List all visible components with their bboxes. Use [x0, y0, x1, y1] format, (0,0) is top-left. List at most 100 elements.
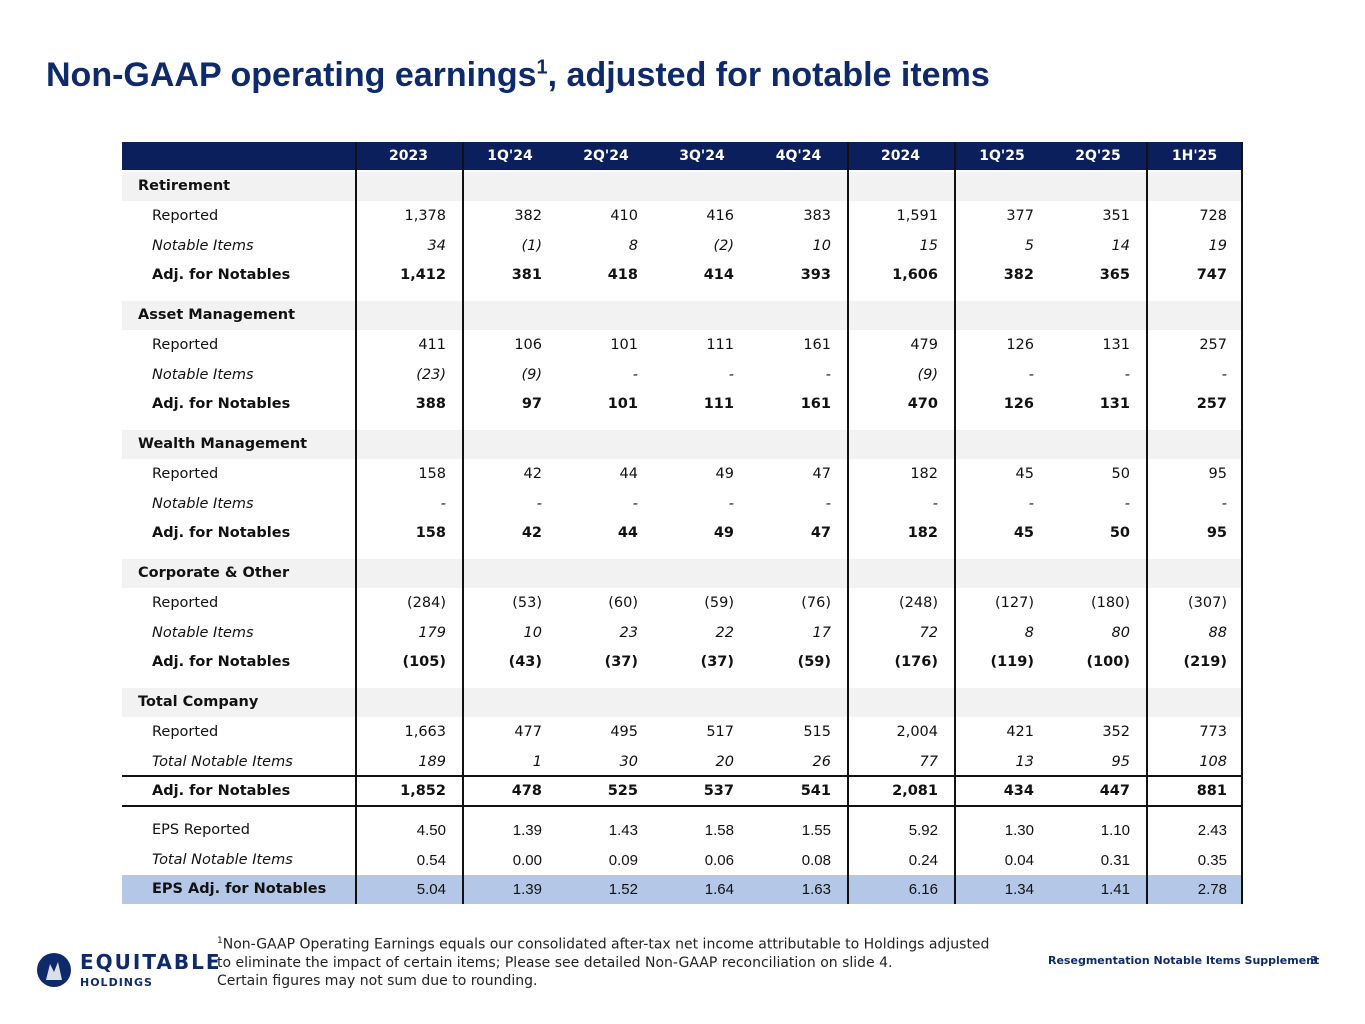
row-label: Reported [152, 595, 219, 611]
cell-value: 1,591 [896, 208, 938, 224]
column-rule [1146, 142, 1148, 904]
section-band [122, 301, 1243, 330]
title-text: , adjusted for notable items [547, 56, 990, 94]
cell-value: 8 [628, 237, 638, 254]
cell-value: 179 [418, 624, 446, 641]
cell-value: 352 [1102, 724, 1130, 740]
cell-value: 47 [812, 466, 831, 482]
cell-value: 2,081 [892, 783, 938, 799]
cell-value: 45 [1013, 525, 1034, 541]
row-label: Total Notable Items [152, 851, 293, 868]
cell-value: (53) [512, 595, 542, 611]
row-label: Reported [152, 466, 219, 482]
cell-value: 0.54 [416, 851, 446, 869]
cell-value: 747 [1196, 267, 1227, 283]
footnote: 1Non-GAAP Operating Earnings equals our … [217, 932, 997, 990]
cell-value: 0.31 [1100, 851, 1130, 869]
cell-value: 381 [511, 267, 542, 283]
cell-value: 158 [418, 466, 446, 482]
cell-value: 1.63 [801, 881, 831, 898]
column-header: 2Q'24 [583, 148, 629, 164]
cell-value: 1.55 [801, 822, 831, 839]
cell-value: 101 [610, 337, 638, 353]
rule [122, 775, 1243, 777]
cell-value: - [1124, 495, 1130, 512]
cell-value: 17 [812, 624, 831, 641]
cell-value: 773 [1199, 724, 1227, 740]
row-label: Adj. for Notables [152, 654, 291, 670]
cell-value: 1.41 [1100, 881, 1130, 898]
section-band [122, 688, 1243, 717]
cell-value: 189 [418, 753, 446, 770]
cell-value: (37) [700, 654, 734, 670]
section-name: Retirement [138, 178, 231, 194]
cell-value: 1.52 [608, 881, 638, 898]
cell-value: 42 [523, 466, 542, 482]
cell-value: 1.10 [1100, 822, 1130, 839]
section-name: Asset Management [138, 307, 296, 323]
cell-value: 537 [703, 783, 734, 799]
cell-value: 1,378 [404, 208, 446, 224]
cell-value: - [728, 366, 734, 383]
cell-value: 108 [1199, 753, 1227, 770]
section-band [122, 172, 1243, 201]
cell-value: 20 [715, 753, 734, 770]
cell-value: 1.39 [512, 881, 542, 898]
cell-value: 0.24 [908, 851, 938, 869]
cell-value: 30 [619, 753, 638, 770]
cell-value: 72 [919, 624, 938, 641]
cell-value: - [932, 495, 938, 512]
cell-value: 881 [1196, 783, 1227, 799]
cell-value: (219) [1183, 654, 1227, 670]
cell-value: 479 [910, 337, 938, 353]
cell-value: (307) [1188, 595, 1227, 611]
cell-value: 50 [1109, 525, 1130, 541]
cell-value: 1.64 [704, 881, 734, 898]
section-name: Corporate & Other [138, 565, 290, 581]
cell-value: 131 [1102, 337, 1130, 353]
row-label: EPS Reported [152, 822, 250, 838]
cell-value: 1.58 [704, 822, 734, 839]
cell-value: 34 [427, 237, 446, 254]
cell-value: - [1028, 495, 1034, 512]
cell-value: 10 [523, 624, 542, 641]
row-label: Adj. for Notables [152, 525, 291, 541]
cell-value: (59) [797, 654, 831, 670]
cell-value: (43) [508, 654, 542, 670]
footnote-note: Certain figures may not sum due to round… [217, 972, 538, 989]
cell-value: (127) [995, 595, 1034, 611]
cell-value: 126 [1003, 396, 1034, 412]
cell-value: (248) [899, 595, 938, 611]
cell-value: 4.50 [416, 822, 446, 839]
cell-value: 365 [1099, 267, 1130, 283]
cell-value: 0.00 [512, 851, 542, 869]
row-label: Notable Items [152, 366, 254, 383]
cell-value: 1,412 [400, 267, 446, 283]
cell-value: 1.30 [1004, 822, 1034, 839]
cell-value: 50 [1111, 466, 1130, 482]
column-rule [847, 142, 849, 904]
column-rule [462, 142, 464, 904]
cell-value: 1,663 [404, 724, 446, 740]
cell-value: 14 [1111, 237, 1130, 254]
eps-band [122, 875, 1243, 904]
cell-value: 416 [706, 208, 734, 224]
cell-value: 1,852 [400, 783, 446, 799]
cell-value: 161 [803, 337, 831, 353]
cell-value: 182 [907, 525, 938, 541]
cell-value: 393 [800, 267, 831, 283]
cell-value: 47 [810, 525, 831, 541]
cell-value: 434 [1003, 783, 1034, 799]
cell-value: (23) [416, 366, 446, 383]
cell-value: - [1124, 366, 1130, 383]
cell-value: - [1221, 495, 1227, 512]
cell-value: (2) [713, 237, 734, 254]
section-name: Wealth Management [138, 436, 308, 452]
cell-value: (119) [990, 654, 1034, 670]
cell-value: 77 [919, 753, 938, 770]
row-label: Adj. for Notables [152, 396, 291, 412]
cell-value: 44 [619, 466, 638, 482]
footnote-text: Non-GAAP Operating Earnings equals our c… [217, 936, 990, 971]
